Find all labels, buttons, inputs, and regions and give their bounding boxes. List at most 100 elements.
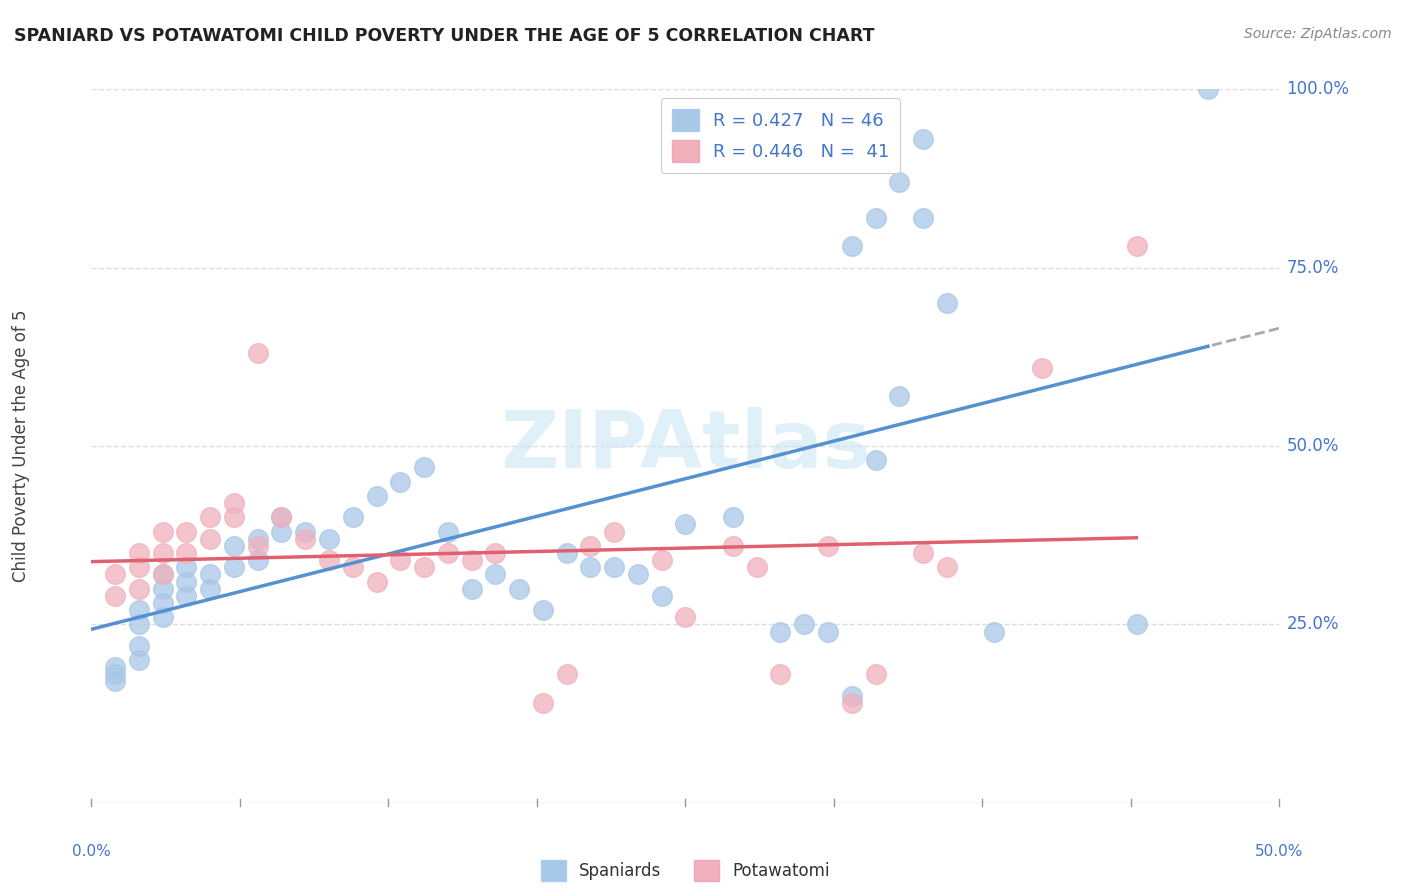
- Point: [769, 667, 792, 681]
- Point: [389, 553, 412, 567]
- Text: SPANIARD VS POTAWATOMI CHILD POVERTY UNDER THE AGE OF 5 CORRELATION CHART: SPANIARD VS POTAWATOMI CHILD POVERTY UND…: [14, 27, 875, 45]
- Point: [222, 510, 245, 524]
- Point: [484, 567, 506, 582]
- Point: [1126, 617, 1149, 632]
- Point: [128, 582, 150, 596]
- Point: [865, 211, 887, 225]
- Point: [817, 624, 839, 639]
- Point: [104, 660, 127, 674]
- Point: [222, 539, 245, 553]
- Point: [104, 567, 127, 582]
- Point: [1126, 239, 1149, 253]
- Point: [294, 524, 316, 539]
- Point: [389, 475, 412, 489]
- Point: [104, 674, 127, 689]
- Point: [531, 696, 554, 710]
- Point: [865, 453, 887, 467]
- Point: [555, 546, 578, 560]
- Point: [911, 211, 934, 225]
- Text: ZIPAtlas: ZIPAtlas: [501, 407, 870, 485]
- Point: [128, 639, 150, 653]
- Point: [128, 546, 150, 560]
- Point: [152, 567, 174, 582]
- Point: [769, 624, 792, 639]
- Point: [531, 603, 554, 617]
- Point: [935, 560, 957, 574]
- Point: [555, 667, 578, 681]
- Point: [176, 589, 198, 603]
- Text: Source: ZipAtlas.com: Source: ZipAtlas.com: [1244, 27, 1392, 41]
- Point: [673, 610, 696, 624]
- Point: [436, 524, 458, 539]
- Text: 50.0%: 50.0%: [1256, 845, 1303, 859]
- Point: [413, 560, 436, 574]
- Point: [889, 389, 911, 403]
- Text: 0.0%: 0.0%: [72, 845, 111, 859]
- Legend: Spaniards, Potawatomi: Spaniards, Potawatomi: [534, 854, 837, 888]
- Point: [983, 624, 1005, 639]
- Point: [222, 496, 245, 510]
- Point: [366, 574, 388, 589]
- Point: [651, 589, 673, 603]
- Point: [889, 175, 911, 189]
- Point: [579, 560, 602, 574]
- Point: [484, 546, 506, 560]
- Point: [841, 239, 863, 253]
- Point: [200, 532, 222, 546]
- Point: [176, 524, 198, 539]
- Point: [1031, 360, 1053, 375]
- Point: [318, 532, 340, 546]
- Text: 100.0%: 100.0%: [1286, 80, 1350, 98]
- Point: [745, 560, 768, 574]
- Point: [152, 596, 174, 610]
- Point: [104, 667, 127, 681]
- Point: [460, 582, 482, 596]
- Point: [176, 574, 198, 589]
- Point: [508, 582, 530, 596]
- Point: [270, 524, 292, 539]
- Point: [911, 132, 934, 146]
- Point: [841, 696, 863, 710]
- Point: [128, 617, 150, 632]
- Point: [603, 524, 626, 539]
- Point: [152, 567, 174, 582]
- Point: [246, 346, 269, 360]
- Point: [673, 517, 696, 532]
- Point: [413, 460, 436, 475]
- Point: [152, 546, 174, 560]
- Point: [841, 689, 863, 703]
- Point: [793, 617, 815, 632]
- Point: [176, 560, 198, 574]
- Point: [128, 560, 150, 574]
- Text: 75.0%: 75.0%: [1286, 259, 1339, 277]
- Point: [128, 653, 150, 667]
- Point: [627, 567, 650, 582]
- Point: [176, 546, 198, 560]
- Point: [436, 546, 458, 560]
- Point: [152, 610, 174, 624]
- Point: [152, 582, 174, 596]
- Point: [222, 560, 245, 574]
- Point: [911, 546, 934, 560]
- Point: [1197, 82, 1219, 96]
- Point: [817, 539, 839, 553]
- Point: [318, 553, 340, 567]
- Point: [865, 667, 887, 681]
- Point: [294, 532, 316, 546]
- Point: [579, 539, 602, 553]
- Point: [935, 296, 957, 310]
- Point: [342, 560, 364, 574]
- Text: Child Poverty Under the Age of 5: Child Poverty Under the Age of 5: [13, 310, 30, 582]
- Point: [200, 510, 222, 524]
- Point: [270, 510, 292, 524]
- Point: [200, 567, 222, 582]
- Point: [651, 553, 673, 567]
- Point: [366, 489, 388, 503]
- Point: [342, 510, 364, 524]
- Point: [246, 553, 269, 567]
- Point: [603, 560, 626, 574]
- Point: [721, 539, 744, 553]
- Point: [246, 539, 269, 553]
- Point: [152, 524, 174, 539]
- Text: 50.0%: 50.0%: [1286, 437, 1339, 455]
